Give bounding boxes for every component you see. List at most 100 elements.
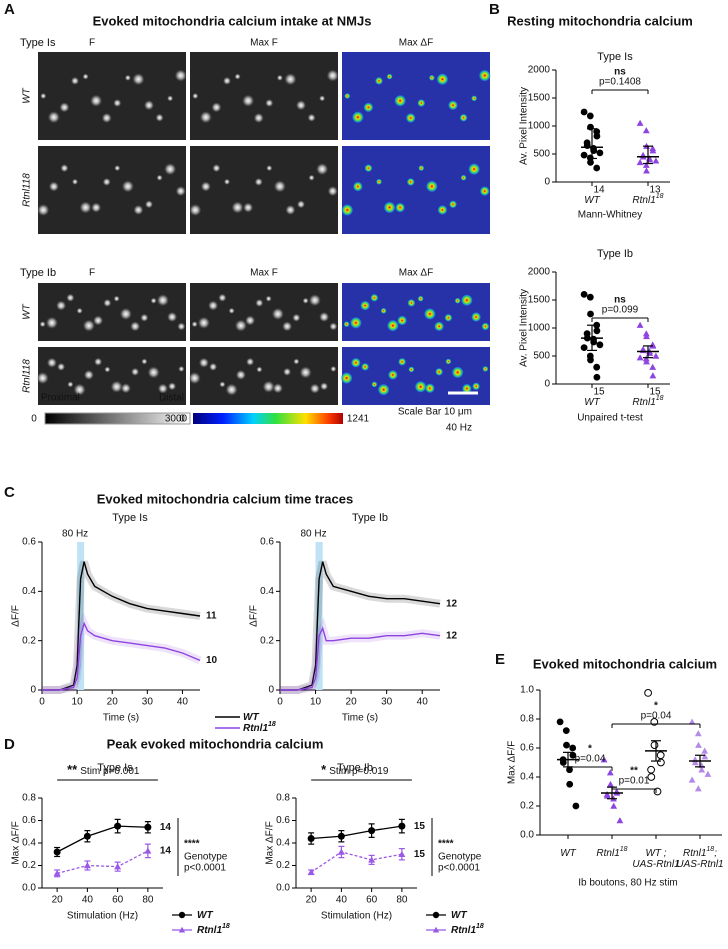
band — [42, 560, 201, 694]
bouton — [225, 383, 238, 396]
y-axis-label: Av. Pixel Intensity — [519, 87, 530, 165]
data-point — [636, 119, 644, 126]
data-point — [587, 159, 594, 166]
p-value: p=0.04 — [575, 754, 606, 765]
p-value: p=0.01 — [619, 776, 650, 787]
significance: * — [588, 744, 592, 755]
n-label: 10 — [206, 655, 218, 666]
bouton — [191, 321, 198, 328]
bouton — [168, 382, 177, 391]
label-part: WT — [451, 910, 467, 921]
data-point — [432, 926, 440, 933]
label-part: Rtnl1 — [683, 848, 706, 859]
bouton — [308, 174, 315, 181]
y-tick-label: 1500 — [528, 295, 551, 306]
column-label: F — [89, 38, 95, 49]
heat-spot — [407, 298, 416, 307]
bouton — [319, 95, 326, 102]
genotype-stars: **** — [438, 839, 454, 850]
bouton — [224, 178, 230, 185]
y-tick-label: 0.8 — [520, 714, 534, 725]
data-point — [398, 850, 406, 858]
heat-spot — [340, 372, 353, 385]
bouton — [283, 367, 292, 376]
row-label: Rtnl118 — [22, 359, 33, 393]
chart-title: Type Is — [597, 51, 633, 63]
heat-spot — [468, 163, 481, 176]
panel-letter: B — [489, 1, 500, 18]
bouton — [292, 313, 301, 322]
y-tick-label: 0.2 — [276, 860, 290, 871]
category-label: Rtnl118 — [632, 395, 663, 407]
x-tick-label: 30 — [142, 697, 154, 708]
y-tick-label: 0.6 — [22, 537, 36, 548]
x-tick-label: 10 — [72, 697, 84, 708]
heat-spot — [408, 366, 415, 373]
colorbar-max: 3000 — [165, 414, 188, 425]
data-point — [368, 827, 376, 835]
bouton — [245, 315, 256, 326]
label-part: WT — [584, 195, 600, 206]
bouton — [296, 100, 306, 111]
data-point — [83, 832, 91, 840]
data-point — [649, 363, 657, 370]
n-label: 14 — [593, 185, 605, 196]
heat-spot — [460, 174, 467, 181]
bouton — [243, 202, 254, 213]
column-label: Max ΔF — [399, 38, 433, 49]
x-tick-label: 80 — [396, 895, 408, 906]
bouton — [48, 181, 59, 192]
data-point — [688, 776, 696, 783]
data-point — [398, 822, 406, 830]
data-point — [178, 926, 186, 933]
x-axis-label: Stimulation (Hz) — [321, 911, 392, 922]
label-part: UAS-Rtnl1 — [632, 859, 679, 870]
heat-spot — [371, 381, 378, 388]
y-tick-label: 1500 — [528, 93, 551, 104]
data-point — [83, 862, 91, 869]
micrograph — [342, 52, 490, 140]
heat-spot — [377, 383, 390, 396]
y-tick-label: 0.6 — [260, 537, 274, 548]
n-label: 15 — [414, 821, 426, 832]
category-label: WT ; — [645, 848, 666, 859]
bouton — [141, 358, 148, 365]
bouton — [36, 372, 49, 385]
bouton — [79, 201, 92, 214]
micrograph — [190, 52, 338, 140]
stim-label: 80 Hz — [62, 529, 88, 540]
bouton — [144, 100, 154, 111]
category-label: Rtnl118 — [596, 846, 627, 858]
test-note: Mann-Whitney — [578, 210, 642, 221]
legend-label: Rtnl118 — [197, 923, 230, 935]
bouton — [73, 383, 86, 396]
n-label: 14 — [160, 822, 172, 833]
bouton — [175, 186, 186, 197]
data-point — [566, 780, 574, 788]
y-tick-label: 0.2 — [520, 801, 534, 812]
column-label: Max F — [250, 38, 278, 49]
y-tick-label: 0.0 — [520, 830, 534, 841]
heat-colorbar — [193, 413, 343, 424]
series-line — [56, 825, 148, 853]
panel-title: Evoked mitochondria calcium time traces — [97, 491, 353, 506]
heat-spot — [406, 177, 415, 186]
bouton — [124, 74, 131, 81]
proximal-label: Proximal — [41, 393, 80, 404]
data-point — [580, 151, 588, 159]
bouton — [272, 383, 283, 394]
data-point — [649, 372, 657, 379]
data-point — [556, 718, 564, 726]
bouton — [94, 357, 103, 366]
bouton — [266, 165, 273, 172]
heat-spot — [405, 112, 416, 123]
bouton — [218, 293, 227, 302]
y-tick-label: 1000 — [528, 323, 551, 334]
data-point — [701, 747, 709, 754]
bouton — [113, 295, 120, 302]
x-tick-label: 60 — [366, 895, 378, 906]
n-label: 12 — [446, 598, 458, 609]
heat-spot — [361, 362, 370, 371]
bouton — [177, 322, 186, 331]
